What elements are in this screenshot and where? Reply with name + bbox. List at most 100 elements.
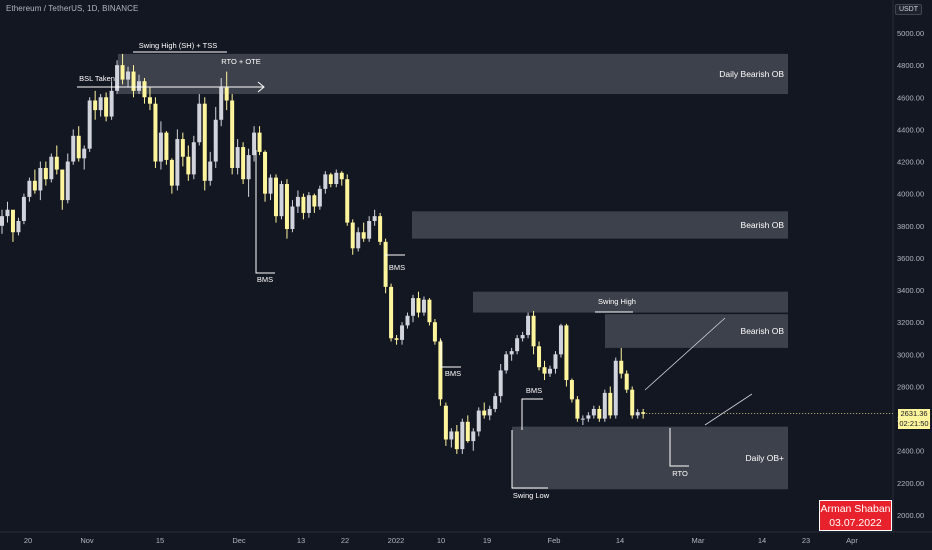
candle-body [175,139,180,186]
candle-body [60,169,65,201]
y-tick-label: 2200.00 [897,479,924,488]
candle-body [137,81,141,91]
candle-body [284,184,289,230]
candle-body [224,87,229,101]
candle-body [158,132,163,162]
annotation-label: BMS [526,386,542,395]
currency-badge[interactable]: USDT [894,4,922,15]
annotation-label: RTO [672,469,688,478]
author-date: 03.07.2022 [829,517,882,529]
candle-body [76,135,81,159]
candle-body [372,216,377,221]
x-tick-label: 10 [437,536,445,545]
symbol-header: Ethereum / TetherUS, 1D, BINANCE [6,4,139,13]
candle-body [542,367,547,374]
candle-body [449,431,454,440]
candle-body [531,315,536,347]
candle-body [5,209,10,217]
candle-body [131,71,136,91]
candle-body [235,147,240,168]
candle-body [153,103,158,162]
annotation-label: Swing Low [513,491,550,500]
candle-body [65,161,70,201]
x-tick-label: 22 [341,536,349,545]
candle-body [82,148,87,159]
candle-body [641,412,646,414]
candle-body [197,103,202,143]
candle-body [575,399,580,419]
candle-body [27,180,32,197]
x-tick-label: 23 [802,536,810,545]
annotation-label: BSL Taken [79,74,115,83]
candle-body [306,195,311,213]
candle-body [498,370,503,397]
candle-body [21,196,26,221]
annotation-label: BMS [257,275,273,284]
candle-body [586,415,591,419]
candle-body [10,209,15,233]
candle-body [356,232,361,249]
candle-body [257,132,262,152]
y-tick-label: 4600.00 [897,93,924,102]
candle-body [208,161,213,181]
annotation-label: RTO + OTE [221,57,261,66]
candle-body [301,196,306,213]
candle-body [613,360,618,416]
candle-body [49,156,54,180]
y-tick-label: 4000.00 [897,190,924,199]
annotation-label: BMS [445,369,461,378]
candle-body [104,97,109,117]
order-block-zone [473,291,788,313]
candle-body [383,241,388,287]
trendline [704,393,753,426]
candle-body [537,346,542,368]
candle-body [32,180,37,191]
x-tick-label: Feb [548,536,561,545]
y-tick-label: 3000.00 [897,350,924,359]
candle-body [43,167,48,180]
candle-body [548,368,552,374]
annotation-label: Swing High (SH) + TSS [139,41,217,50]
candle-body [334,172,339,185]
candle-body [120,65,125,80]
zone-label: Daily Bearish OB [719,69,784,79]
candle-body [274,177,278,217]
candle-body [476,410,481,432]
candle-body [487,408,492,416]
author-name: Arman Shaban [820,503,891,515]
candle-body [268,177,273,194]
rto-line [669,428,689,467]
candle-body [71,135,76,162]
annotation-label: BMS [389,263,405,272]
candle-body [405,315,410,326]
candle-body [438,341,443,400]
candle-body [230,100,235,168]
candle-body [345,179,350,223]
y-tick-label: 3200.00 [897,318,924,327]
zone-label: Bearish OB [741,220,785,230]
candle-body [142,81,147,98]
bms-line [521,398,543,430]
candle-body [597,408,602,419]
candle-body [38,167,43,191]
y-tick-label: 4400.00 [897,125,924,134]
y-tick-label: 4800.00 [897,61,924,70]
candle-body [389,286,394,339]
y-tick-label: 2800.00 [897,382,924,391]
x-tick-label: Nov [80,536,94,545]
candle-body [421,299,426,313]
y-tick-label: 2000.00 [897,511,924,520]
candle-body [213,119,218,162]
y-tick-label: 4200.00 [897,158,924,167]
candle-body [295,196,300,207]
candle-body [465,421,470,442]
candle-body [350,222,355,249]
candle-body [328,174,333,185]
order-block-zone [605,314,788,348]
zone-label: Bearish OB [741,326,785,336]
candle-body [482,410,487,416]
annotation-label: Swing High [598,297,636,306]
order-block-zone [412,211,788,239]
candle-body [317,188,322,207]
